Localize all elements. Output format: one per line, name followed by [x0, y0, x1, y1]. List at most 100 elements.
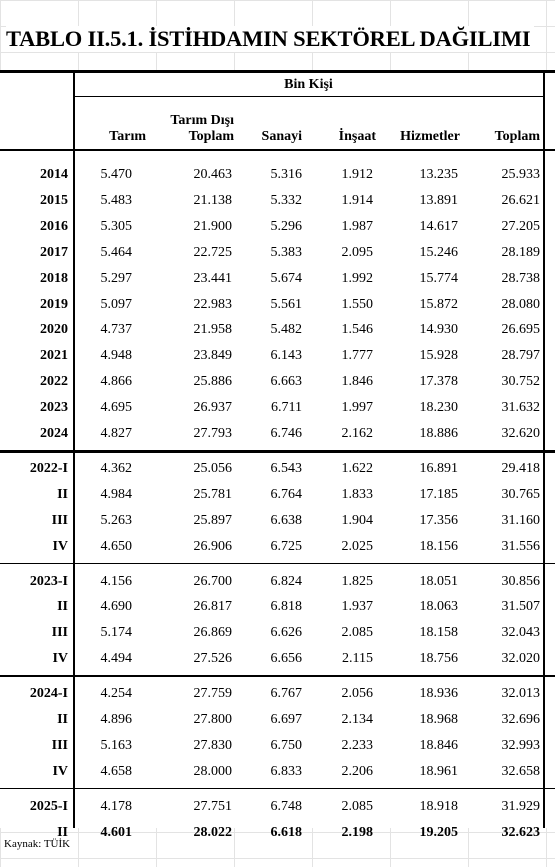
group-separator [0, 675, 555, 677]
cell-col-toplam: 31.632 [501, 400, 541, 416]
cell-col-tarim-disi: 26.906 [193, 538, 233, 554]
cell-col-tarim: 5.305 [100, 218, 133, 234]
cell-col-hizmetler: 14.617 [419, 218, 459, 234]
cell-col-sanayi: 6.746 [270, 426, 303, 441]
cell-col-tarim-disi: 27.793 [193, 426, 233, 441]
cell-col-hizmetler: 15.246 [419, 244, 459, 260]
cell-col-toplam: 32.013 [501, 686, 541, 702]
cell-col-insaat: 2.056 [341, 686, 374, 702]
cell-col-hizmetler: 16.891 [419, 460, 459, 476]
cell-col-sanayi: 5.482 [270, 322, 303, 338]
row-label: 2025-I [29, 798, 68, 814]
cell-col-insaat: 1.777 [341, 348, 374, 364]
cell-col-toplam: 28.797 [501, 348, 541, 364]
cell-col-insaat: 2.198 [341, 824, 374, 840]
table-row: 2023 4.695 26.937 6.711 1.997 18.230 31.632 [0, 396, 555, 421]
table-row: 2015 5.483 21.138 5.332 1.914 13.891 26.621 [0, 189, 555, 214]
cell-col-toplam: 27.205 [501, 218, 541, 234]
cell-col-tarim-disi: 25.781 [193, 486, 233, 502]
cell-col-sanayi: 6.725 [270, 538, 303, 554]
cell-col-tarim: 4.737 [100, 322, 133, 338]
cell-col-tarim-disi: 26.817 [193, 599, 233, 615]
cell-col-hizmetler: 15.928 [419, 348, 459, 364]
cell-col-tarim: 4.658 [100, 763, 133, 779]
cell-col-tarim-disi: 27.759 [193, 686, 233, 702]
table-row: 2022-I 4.362 25.056 6.543 1.622 16.891 29.418 [0, 457, 555, 482]
cell-col-insaat: 2.085 [341, 625, 374, 641]
cell-col-sanayi: 6.711 [271, 400, 302, 416]
cell-col-insaat: 2.134 [341, 712, 374, 727]
row-label: 2021 [40, 348, 68, 364]
cell-col-sanayi: 5.674 [270, 270, 303, 286]
cell-col-toplam: 31.556 [501, 538, 541, 554]
cell-col-insaat: 1.937 [341, 599, 374, 615]
cell-col-insaat: 2.025 [341, 538, 374, 554]
cell-col-tarim: 5.163 [100, 737, 133, 753]
cell-col-hizmetler: 18.756 [419, 651, 459, 667]
row-label: 2015 [40, 192, 68, 208]
cell-col-insaat: 2.233 [341, 737, 374, 753]
cell-col-tarim: 4.178 [100, 798, 133, 814]
cell-col-tarim: 4.948 [100, 348, 133, 364]
cell-col-toplam: 31.160 [501, 512, 541, 528]
header-col-toplam: Toplam [494, 129, 540, 144]
cell-col-tarim-disi: 20.463 [193, 167, 233, 182]
row-label: IV [52, 763, 68, 779]
cell-col-tarim-disi: 27.526 [193, 651, 233, 667]
cell-col-tarim-disi: 28.022 [193, 824, 233, 840]
row-label: 2022-I [29, 460, 68, 476]
row-label: 2019 [40, 296, 68, 312]
row-label: 2023-I [29, 573, 68, 589]
cell-col-sanayi: 5.332 [270, 192, 303, 208]
cell-col-insaat: 1.997 [341, 400, 374, 416]
cell-col-tarim: 5.174 [100, 625, 133, 641]
row-label: IV [52, 538, 68, 554]
cell-col-toplam: 28.738 [501, 270, 541, 286]
row-label: 2014 [40, 167, 68, 182]
table-row: II 4.984 25.781 6.764 1.833 17.185 30.765 [0, 483, 555, 508]
row-label: 2024 [40, 426, 68, 441]
cell-col-toplam: 32.020 [501, 651, 541, 667]
cell-col-tarim: 4.984 [100, 486, 133, 502]
table-row: 2017 5.464 22.725 5.383 2.095 15.246 28.189 [0, 241, 555, 266]
row-label: II [57, 824, 68, 840]
cell-col-hizmetler: 14.930 [419, 322, 459, 338]
cell-col-toplam: 28.189 [501, 244, 541, 260]
cell-col-sanayi: 6.656 [270, 651, 303, 667]
cell-col-hizmetler: 17.356 [419, 512, 459, 528]
cell-col-sanayi: 5.561 [270, 296, 303, 312]
cell-col-tarim-disi: 22.725 [193, 244, 233, 260]
cell-col-sanayi: 6.638 [270, 512, 303, 528]
table-row: 2024 4.827 27.793 6.746 2.162 18.886 32.620 [0, 422, 555, 447]
source-note: Kaynak: TÜİK [4, 838, 71, 850]
table-row: 2022 4.866 25.886 6.663 1.846 17.378 30.752 [0, 370, 555, 395]
cell-col-hizmetler: 18.063 [419, 599, 459, 615]
header-col-tarim-disi: Tarım Dışı Toplam [170, 113, 234, 144]
cell-col-tarim-disi: 26.937 [193, 400, 233, 416]
row-label: 2022 [40, 374, 68, 390]
cell-col-tarim-disi: 21.900 [193, 218, 233, 234]
cell-col-hizmetler: 15.872 [419, 296, 459, 312]
cell-col-sanayi: 5.316 [270, 167, 303, 182]
cell-col-toplam: 30.856 [501, 573, 541, 589]
cell-col-tarim-disi: 23.849 [193, 348, 233, 364]
row-label: 2024-I [29, 686, 68, 702]
cell-col-tarim-disi: 23.441 [193, 270, 233, 286]
cell-col-sanayi: 6.767 [270, 686, 303, 702]
cell-col-tarim: 4.650 [100, 538, 133, 554]
table-row: II 4.896 27.800 6.697 2.134 18.968 32.696 [0, 708, 555, 733]
cell-col-sanayi: 6.818 [270, 599, 303, 615]
cell-col-sanayi: 6.626 [270, 625, 303, 641]
cell-col-tarim: 4.690 [100, 599, 133, 615]
cell-col-tarim: 4.362 [100, 460, 133, 476]
table-top-border [0, 70, 555, 73]
cell-col-insaat: 2.095 [341, 244, 374, 260]
cell-col-sanayi: 6.143 [270, 348, 303, 364]
cell-col-tarim-disi: 22.983 [193, 296, 233, 312]
cell-col-tarim: 5.263 [100, 512, 133, 528]
header-col-insaat: İnşaat [338, 129, 376, 144]
cell-col-toplam: 32.696 [501, 712, 541, 727]
row-label: 2020 [40, 322, 68, 338]
cell-col-toplam: 25.933 [501, 167, 541, 182]
row-label: II [57, 486, 68, 502]
